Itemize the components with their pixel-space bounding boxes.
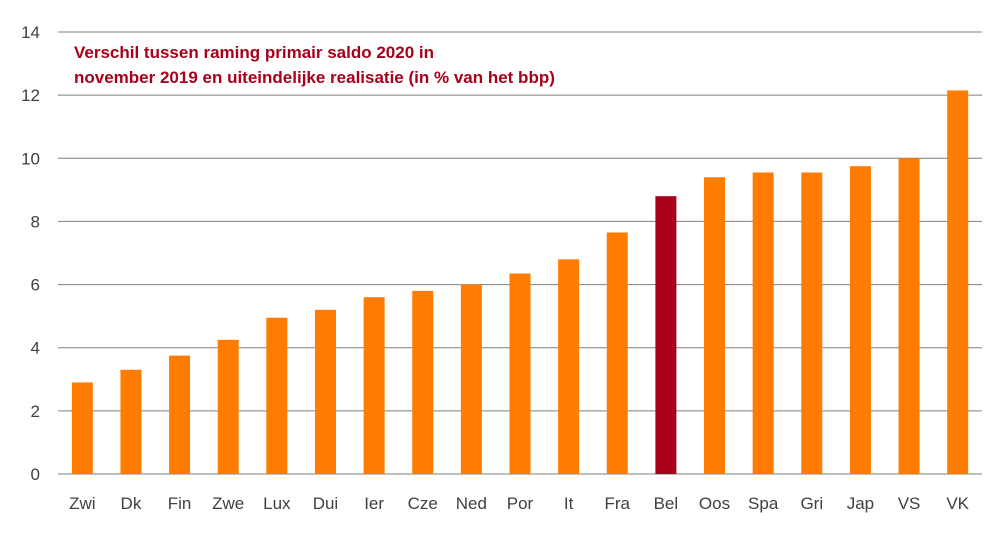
bar-bel: [655, 196, 677, 475]
bar-vs: [898, 158, 920, 475]
x-tick-label-jap: Jap: [847, 494, 874, 513]
y-tick-label: 8: [31, 212, 40, 231]
y-tick-label: 2: [31, 402, 40, 421]
y-tick-label: 4: [31, 339, 40, 358]
x-tick-label-lux: Lux: [263, 494, 291, 513]
x-tick-label-it: It: [564, 494, 574, 513]
bar-spa: [752, 172, 774, 475]
bar-it: [558, 259, 580, 474]
x-tick-label-ned: Ned: [456, 494, 487, 513]
bar-vk: [947, 90, 969, 474]
x-tick-label-gri: Gri: [800, 494, 823, 513]
chart-title-line-1: Verschil tussen raming primair saldo 202…: [74, 43, 434, 62]
y-tick-label: 10: [21, 149, 40, 168]
bar-cze: [412, 290, 434, 474]
x-tick-label-vs: VS: [898, 494, 921, 513]
bar-gri: [801, 172, 823, 475]
x-tick-label-vk: VK: [946, 494, 969, 513]
x-tick-label-cze: Cze: [408, 494, 438, 513]
chart-title-line-2: november 2019 en uiteindelijke realisati…: [74, 68, 555, 87]
bar-zwi: [71, 382, 93, 474]
x-axis-labels: Zwi Dk Fin Zwe Lux Dui Ier Cze Ned Por It Fra Bel Oos…: [69, 494, 970, 513]
bar-lux: [266, 317, 288, 474]
bar-zwe: [217, 339, 239, 474]
x-tick-label-bel: Bel: [654, 494, 679, 513]
gridlines: [58, 31, 982, 475]
chart-title: Verschil tussen raming primair saldo 202…: [74, 40, 714, 90]
x-tick-label-por: Por: [507, 494, 534, 513]
y-tick-label: 0: [31, 465, 40, 484]
bars: [71, 90, 969, 475]
x-tick-label-fin: Fin: [168, 494, 192, 513]
x-tick-label-oos: Oos: [699, 494, 730, 513]
x-tick-label-zwi: Zwi: [69, 494, 95, 513]
x-tick-label-zwe: Zwe: [212, 494, 244, 513]
bar-por: [509, 273, 531, 474]
bar-fra: [606, 232, 628, 474]
y-tick-label: 6: [31, 276, 40, 295]
x-tick-label-spa: Spa: [748, 494, 779, 513]
bar-oos: [704, 177, 726, 475]
bar-ier: [363, 297, 385, 474]
x-tick-label-dk: Dk: [121, 494, 142, 513]
x-tick-label-fra: Fra: [605, 494, 631, 513]
y-tick-label: 14: [21, 23, 40, 42]
bar-dui: [314, 309, 336, 474]
bar-fin: [169, 355, 191, 474]
x-tick-label-ier: Ier: [364, 494, 384, 513]
y-tick-label: 12: [21, 86, 40, 105]
bar-jap: [849, 166, 871, 474]
x-tick-label-dui: Dui: [313, 494, 339, 513]
bar-ned: [460, 284, 482, 474]
y-axis-ticks: 0 2 4 6 8 10 12 14: [21, 23, 40, 484]
bar-dk: [120, 369, 142, 474]
